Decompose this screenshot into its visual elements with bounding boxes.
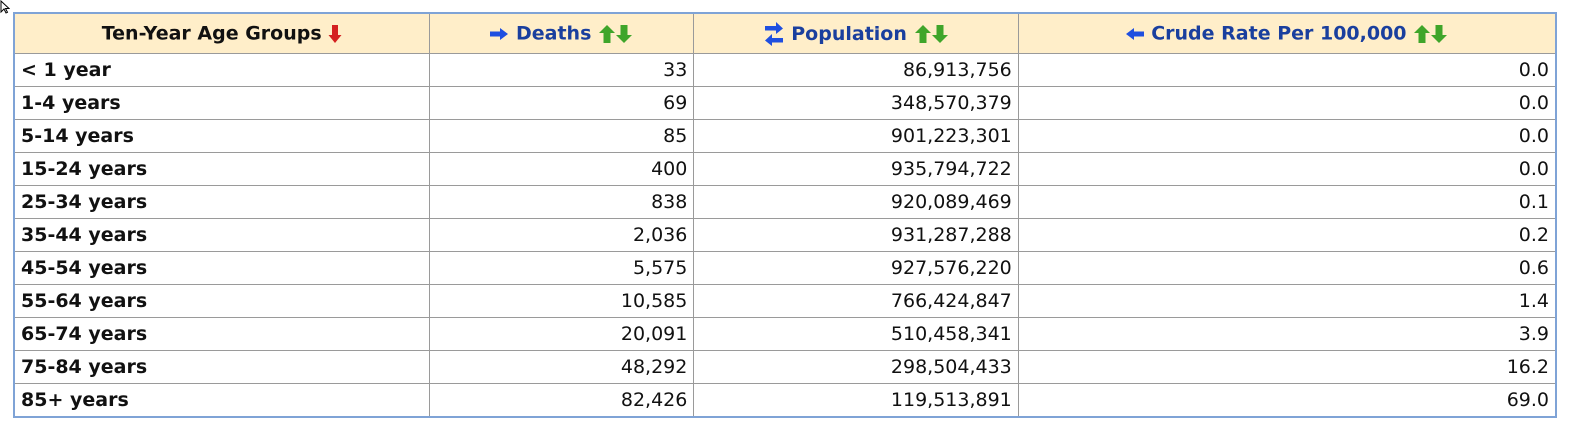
age-group-cell: 45-54 years	[13, 251, 431, 285]
deaths-cell: 400	[429, 152, 695, 186]
deaths-cell: 20,091	[429, 317, 695, 351]
blue-left-arrow-icon[interactable]	[1125, 27, 1145, 41]
age-group-cell: 1-4 years	[13, 86, 431, 120]
population-cell: 766,424,847	[693, 284, 1019, 318]
crude-rate-cell: 0.0	[1017, 86, 1557, 120]
table-row: 45-54 years 5,575 927,576,220 0.6	[13, 251, 1557, 285]
age-group-cell: 15-24 years	[13, 152, 431, 186]
column-header-label: Population	[791, 22, 907, 45]
blue-right-arrow-icon[interactable]	[489, 27, 509, 41]
table-row: 85+ years 82,426 119,513,891 69.0	[13, 383, 1557, 418]
table-row: 5-14 years 85 901,223,301 0.0	[13, 119, 1557, 153]
population-cell: 927,576,220	[693, 251, 1019, 285]
table-row: 25-34 years 838 920,089,469 0.1	[13, 185, 1557, 219]
column-header-label: Crude Rate Per 100,000	[1151, 22, 1407, 45]
deaths-cell: 82,426	[429, 383, 695, 418]
crude-rate-cell: 0.0	[1017, 119, 1557, 153]
population-cell: 119,513,891	[693, 383, 1019, 418]
population-cell: 901,223,301	[693, 119, 1019, 153]
deaths-cell: 5,575	[429, 251, 695, 285]
crude-rate-cell: 0.2	[1017, 218, 1557, 252]
crude-rate-cell: 0.0	[1017, 53, 1557, 87]
table-header-row: Ten-Year Age Groups Deaths	[13, 12, 1557, 54]
population-cell: 86,913,756	[693, 53, 1019, 87]
green-up-down-arrows-icon[interactable]	[1413, 24, 1449, 44]
table-row: 55-64 years 10,585 766,424,847 1.4	[13, 284, 1557, 318]
population-cell: 348,570,379	[693, 86, 1019, 120]
green-up-down-arrows-icon[interactable]	[598, 24, 634, 44]
age-group-cell: 75-84 years	[13, 350, 431, 384]
age-group-cell: 35-44 years	[13, 218, 431, 252]
table-row: 15-24 years 400 935,794,722 0.0	[13, 152, 1557, 186]
age-group-cell: 55-64 years	[13, 284, 431, 318]
crude-rate-cell: 3.9	[1017, 317, 1557, 351]
table-row: 1-4 years 69 348,570,379 0.0	[13, 86, 1557, 120]
deaths-cell: 33	[429, 53, 695, 87]
deaths-cell: 838	[429, 185, 695, 219]
table-row: 35-44 years 2,036 931,287,288 0.2	[13, 218, 1557, 252]
column-header-label: Ten-Year Age Groups	[101, 22, 322, 45]
crude-rate-cell: 16.2	[1017, 350, 1557, 384]
population-cell: 298,504,433	[693, 350, 1019, 384]
deaths-cell: 69	[429, 86, 695, 120]
green-up-down-arrows-icon[interactable]	[914, 24, 950, 44]
table-row: 65-74 years 20,091 510,458,341 3.9	[13, 317, 1557, 351]
crude-rate-cell: 0.0	[1017, 152, 1557, 186]
blue-swap-arrows-icon[interactable]	[763, 21, 785, 47]
red-down-arrow-icon[interactable]	[328, 24, 342, 44]
age-group-cell: 85+ years	[13, 383, 431, 418]
column-header-age-groups[interactable]: Ten-Year Age Groups	[13, 12, 431, 54]
age-group-cell: < 1 year	[13, 53, 431, 87]
results-table: Ten-Year Age Groups Deaths	[13, 12, 1557, 418]
crude-rate-cell: 1.4	[1017, 284, 1557, 318]
age-group-cell: 5-14 years	[13, 119, 431, 153]
deaths-cell: 10,585	[429, 284, 695, 318]
deaths-cell: 48,292	[429, 350, 695, 384]
results-table-container: Ten-Year Age Groups Deaths	[13, 12, 1557, 418]
population-cell: 931,287,288	[693, 218, 1019, 252]
deaths-cell: 85	[429, 119, 695, 153]
column-header-population[interactable]: Population	[693, 12, 1019, 54]
population-cell: 920,089,469	[693, 185, 1019, 219]
population-cell: 510,458,341	[693, 317, 1019, 351]
deaths-cell: 2,036	[429, 218, 695, 252]
column-header-deaths[interactable]: Deaths	[429, 12, 695, 54]
column-header-label: Deaths	[515, 22, 592, 45]
age-group-cell: 25-34 years	[13, 185, 431, 219]
age-group-cell: 65-74 years	[13, 317, 431, 351]
crude-rate-cell: 0.1	[1017, 185, 1557, 219]
table-row: < 1 year 33 86,913,756 0.0	[13, 53, 1557, 87]
population-cell: 935,794,722	[693, 152, 1019, 186]
crude-rate-cell: 0.6	[1017, 251, 1557, 285]
column-header-crude-rate[interactable]: Crude Rate Per 100,000	[1017, 12, 1557, 54]
mouse-cursor-icon	[0, 0, 10, 14]
table-row: 75-84 years 48,292 298,504,433 16.2	[13, 350, 1557, 384]
crude-rate-cell: 69.0	[1017, 383, 1557, 418]
